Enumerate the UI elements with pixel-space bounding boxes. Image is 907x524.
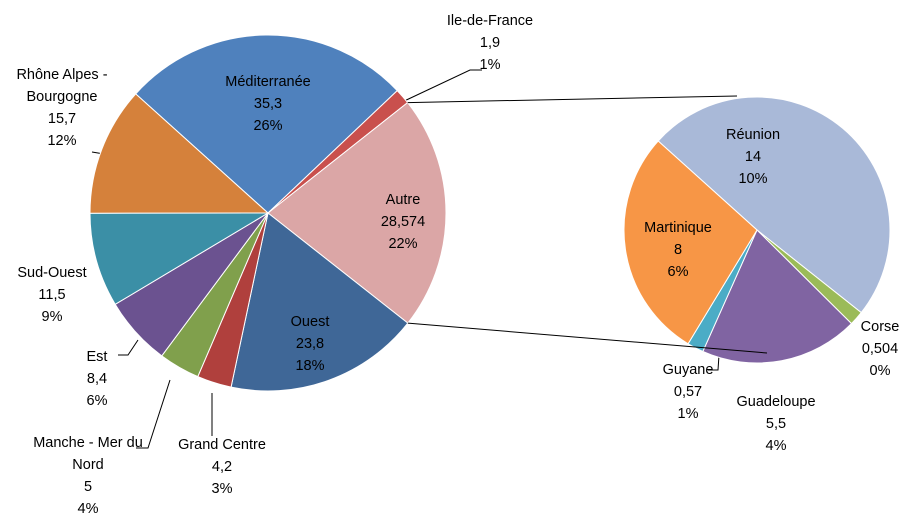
label-name: Grand Centre	[178, 437, 266, 453]
label-percent: 4%	[77, 501, 99, 517]
pie-slice	[89, 212, 270, 306]
leader-line	[136, 379, 171, 449]
label-name: Martinique	[644, 220, 712, 236]
slice-label: Méditerranée 35,3 26%	[225, 71, 310, 137]
label-name: Réunion	[725, 127, 781, 143]
label-value: 15,7	[47, 111, 77, 127]
connector-line	[407, 95, 738, 104]
label-name: Guadeloupe	[736, 394, 816, 410]
label-value: 35,3	[253, 96, 283, 112]
pie-slice	[230, 212, 409, 392]
label-percent: 12%	[47, 133, 77, 149]
slice-label: Rhône Alpes - Bourgogne 15,7 12%	[7, 64, 117, 152]
label-value: 28,574	[380, 214, 426, 230]
slice-label: Grand Centre 4,2 3%	[178, 434, 266, 500]
label-name: Corse	[860, 319, 900, 335]
slice-label: Manche - Mer du Nord 5 4%	[33, 432, 143, 520]
leader-line	[399, 69, 482, 104]
label-value: 23,8	[295, 336, 325, 352]
label-percent: 10%	[738, 171, 768, 187]
label-value: 4,2	[211, 459, 233, 475]
label-percent: 9%	[41, 309, 63, 325]
slice-label: Est 8,4 6%	[87, 346, 108, 412]
slice-label: Guadeloupe 5,5 4%	[736, 391, 815, 457]
label-name: Sud-Ouest	[17, 265, 87, 281]
slice-label: Réunion 14 10%	[726, 124, 780, 190]
pie-slice	[89, 93, 270, 214]
slice-label: Martinique 8 6%	[644, 217, 712, 283]
pie-slice	[702, 229, 853, 364]
label-percent: 1%	[479, 57, 501, 73]
label-percent: 26%	[253, 118, 283, 134]
slice-label: Ouest 23,8 18%	[291, 311, 330, 377]
label-percent: 6%	[667, 264, 689, 280]
slice-label: Sud-Ouest 11,5 9%	[17, 262, 86, 328]
label-value: 8	[673, 242, 683, 258]
label-name: Méditerranée	[225, 74, 311, 90]
label-name: Autre	[385, 192, 421, 208]
label-value: 0,504	[861, 341, 899, 357]
pie-slice	[135, 34, 398, 214]
label-percent: 1%	[677, 406, 699, 422]
label-name: Manche - Mer du Nord	[33, 435, 143, 473]
connector-line	[407, 322, 768, 354]
label-value: 14	[744, 149, 762, 165]
leader-lines	[91, 69, 721, 449]
slice-label: Autre 28,574 22%	[381, 189, 425, 255]
pie-slice	[623, 140, 758, 345]
slice-label: Guyane 0,57 1%	[663, 359, 714, 425]
label-percent: 4%	[765, 438, 787, 454]
slice-label: Corse 0,504 0%	[861, 316, 900, 382]
label-percent: 18%	[295, 358, 325, 374]
label-value: 5	[83, 479, 93, 495]
label-name: Rhône Alpes - Bourgogne	[16, 67, 108, 105]
leader-line	[118, 339, 139, 356]
label-name: Est	[86, 349, 108, 365]
label-name: Ouest	[290, 314, 330, 330]
label-value: 8,4	[86, 371, 108, 387]
label-value: 11,5	[38, 287, 66, 303]
label-percent: 0%	[869, 363, 891, 379]
label-percent: 6%	[86, 393, 108, 409]
label-value: 1,9	[479, 35, 501, 51]
pie-slice	[267, 101, 447, 324]
label-name: Ile-de-France	[446, 13, 534, 29]
label-value: 5,5	[765, 416, 787, 432]
label-percent: 3%	[211, 481, 233, 497]
label-percent: 22%	[388, 236, 418, 252]
label-name: Guyane	[662, 362, 714, 378]
slice-label: Ile-de-France 1,9 1%	[447, 10, 533, 76]
label-value: 0,57	[673, 384, 703, 400]
pie-slice	[657, 96, 891, 314]
